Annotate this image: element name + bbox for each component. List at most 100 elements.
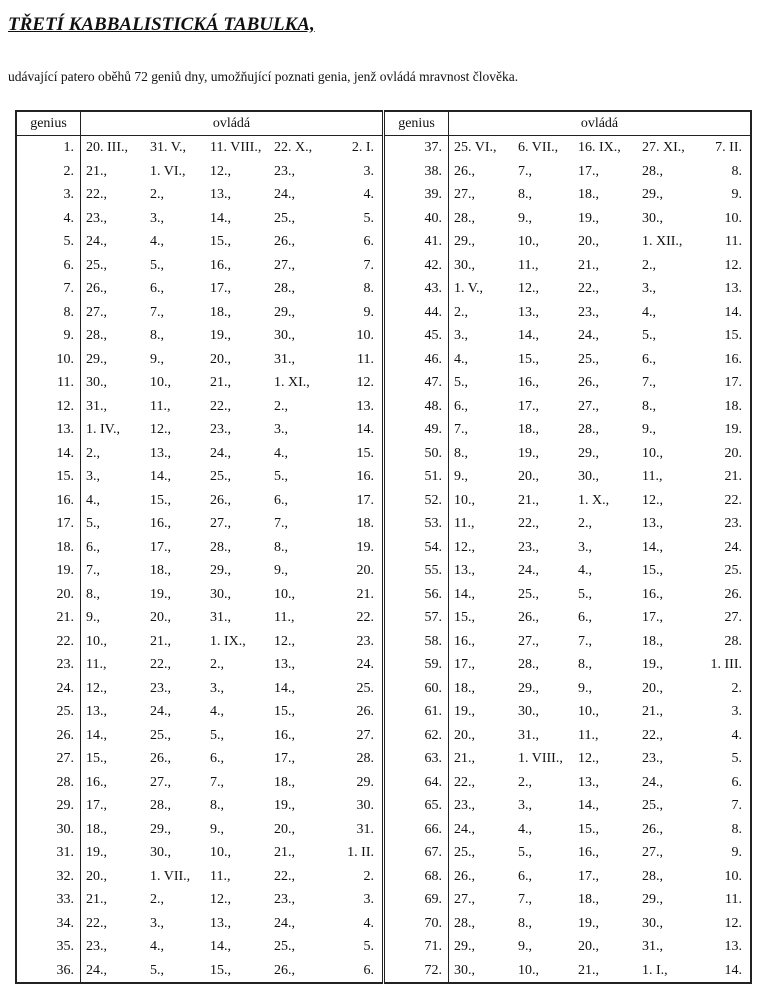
date-cell: 12. <box>334 371 385 395</box>
genius-number: 35. <box>16 935 81 959</box>
date-cell: 4., <box>454 351 468 367</box>
genius-number: 60. <box>383 676 449 700</box>
genius-number: 43. <box>383 277 449 301</box>
header-ovlada-right: ovládá <box>448 111 751 136</box>
date-cell: 23. <box>724 516 743 532</box>
date-cell: 29. <box>334 770 385 794</box>
date-cell: 2., <box>578 516 592 532</box>
genius-number: 15. <box>16 465 81 489</box>
date-cell: 27., <box>86 304 107 320</box>
date-cell: 15., <box>578 821 599 837</box>
date-cell: 8. <box>334 277 385 301</box>
date-cell: 23., <box>86 939 107 955</box>
genius-number: 52. <box>383 488 449 512</box>
date-cell: 16., <box>642 586 663 602</box>
date-cell: 28., <box>86 328 107 344</box>
date-cell: 27. <box>724 610 743 626</box>
date-cell: 26., <box>454 163 475 179</box>
date-cell: 1. IV., <box>86 422 120 438</box>
table-row: 27. 15., 26., 6., 17., 28. 63. 21., 1. VIII., 12.… <box>16 747 751 771</box>
date-cell: 12., <box>86 680 107 696</box>
genius-number: 40. <box>383 206 449 230</box>
date-cell: 27. XI., <box>642 140 685 156</box>
genius-number: 67. <box>383 841 449 865</box>
date-cell: 21., <box>578 962 599 978</box>
table-row: 17. 5., 16., 27., 7., 18. 53. 11., 22., 2., 13., 23… <box>16 512 751 536</box>
table-row: 21. 9., 20., 31., 11., 22. 57. 15., 26., 6., 17., 2… <box>16 606 751 630</box>
genius-number: 10. <box>16 347 81 371</box>
date-cell: 11., <box>86 657 107 673</box>
table-row: 2. 21., 1. VI., 12., 23., 3. 38. 26., 7., 17., 28.… <box>16 159 751 183</box>
document-subtitle: udávající patero oběhů 72 geniů dny, umo… <box>8 69 519 84</box>
date-cell: 18., <box>578 892 599 908</box>
date-cell: 1. II. <box>334 841 385 865</box>
date-cell: 12., <box>454 539 475 555</box>
date-cell: 14. <box>724 962 743 978</box>
genius-number: 13. <box>16 418 81 442</box>
genius-number: 47. <box>383 371 449 395</box>
date-cell: 21., <box>86 892 107 908</box>
date-cell: 24., <box>86 962 107 978</box>
date-cell: 15., <box>642 563 663 579</box>
genius-number: 57. <box>383 606 449 630</box>
date-cell: 17., <box>518 398 539 414</box>
table-row: 7. 26., 6., 17., 28., 8. 43. 1. V., 12., 22., 3., 1… <box>16 277 751 301</box>
date-cell: 17., <box>86 798 107 814</box>
date-cell: 11., <box>274 610 295 626</box>
date-cell: 9., <box>210 821 224 837</box>
date-cell: 24., <box>578 328 599 344</box>
genius-number: 48. <box>383 394 449 418</box>
table-row: 12. 31., 11., 22., 2., 13. 48. 6., 17., 27., 8., 18… <box>16 394 751 418</box>
date-cell: 8., <box>210 798 224 814</box>
date-cell: 12., <box>150 422 171 438</box>
date-cell: 6. <box>334 958 385 983</box>
date-cell: 16., <box>454 633 475 649</box>
date-cell: 26., <box>210 492 231 508</box>
date-cell: 17. <box>724 375 743 391</box>
genius-number: 36. <box>16 958 81 983</box>
date-cell: 13., <box>210 187 231 203</box>
genius-number: 37. <box>383 135 449 160</box>
date-cell: 9., <box>86 610 100 626</box>
date-cell: 21., <box>150 633 171 649</box>
date-cell: 5. <box>334 935 385 959</box>
genius-number: 70. <box>383 911 449 935</box>
date-cell: 4., <box>86 492 100 508</box>
genius-number: 16. <box>16 488 81 512</box>
date-cell: 17., <box>454 657 475 673</box>
date-cell: 28., <box>454 915 475 931</box>
date-cell: 16., <box>86 774 107 790</box>
genius-number: 14. <box>16 441 81 465</box>
genius-number: 55. <box>383 559 449 583</box>
date-cell: 7. II. <box>715 140 742 156</box>
date-cell: 4., <box>274 445 288 461</box>
date-cell: 18., <box>150 563 171 579</box>
genius-number: 39. <box>383 183 449 207</box>
table-row: 3. 22., 2., 13., 24., 4. 39. 27., 8., 18., 29., 9. <box>16 183 751 207</box>
date-cell: 4. <box>334 911 385 935</box>
date-cell: 14., <box>642 539 663 555</box>
table-row: 15. 3., 14., 25., 5., 16. 51. 9., 20., 30., 11., 21… <box>16 465 751 489</box>
date-cell: 3., <box>274 422 288 438</box>
date-cell: 23., <box>86 210 107 226</box>
date-cell: 7. <box>731 798 743 814</box>
date-cell: 18., <box>642 633 663 649</box>
date-cell: 24., <box>518 563 539 579</box>
genius-number: 33. <box>16 888 81 912</box>
date-cell: 22., <box>150 657 171 673</box>
genius-number: 38. <box>383 159 449 183</box>
date-cell: 21., <box>518 492 539 508</box>
date-cell: 11., <box>210 868 231 884</box>
table-row: 8. 27., 7., 18., 29., 9. 44. 2., 13., 23., 4., 14. <box>16 300 751 324</box>
genius-number: 58. <box>383 629 449 653</box>
date-cell: 11., <box>518 257 539 273</box>
date-cell: 20., <box>518 469 539 485</box>
date-cell: 25. VI., <box>454 140 497 156</box>
date-cell: 25., <box>578 351 599 367</box>
date-cell: 14., <box>578 798 599 814</box>
date-cell: 8., <box>518 915 532 931</box>
genius-number: 64. <box>383 770 449 794</box>
date-cell: 1. III. <box>710 657 743 673</box>
table-row: 30. 18., 29., 9., 20., 31. 66. 24., 4., 15., 26., 8… <box>16 817 751 841</box>
date-cell: 31., <box>274 351 295 367</box>
